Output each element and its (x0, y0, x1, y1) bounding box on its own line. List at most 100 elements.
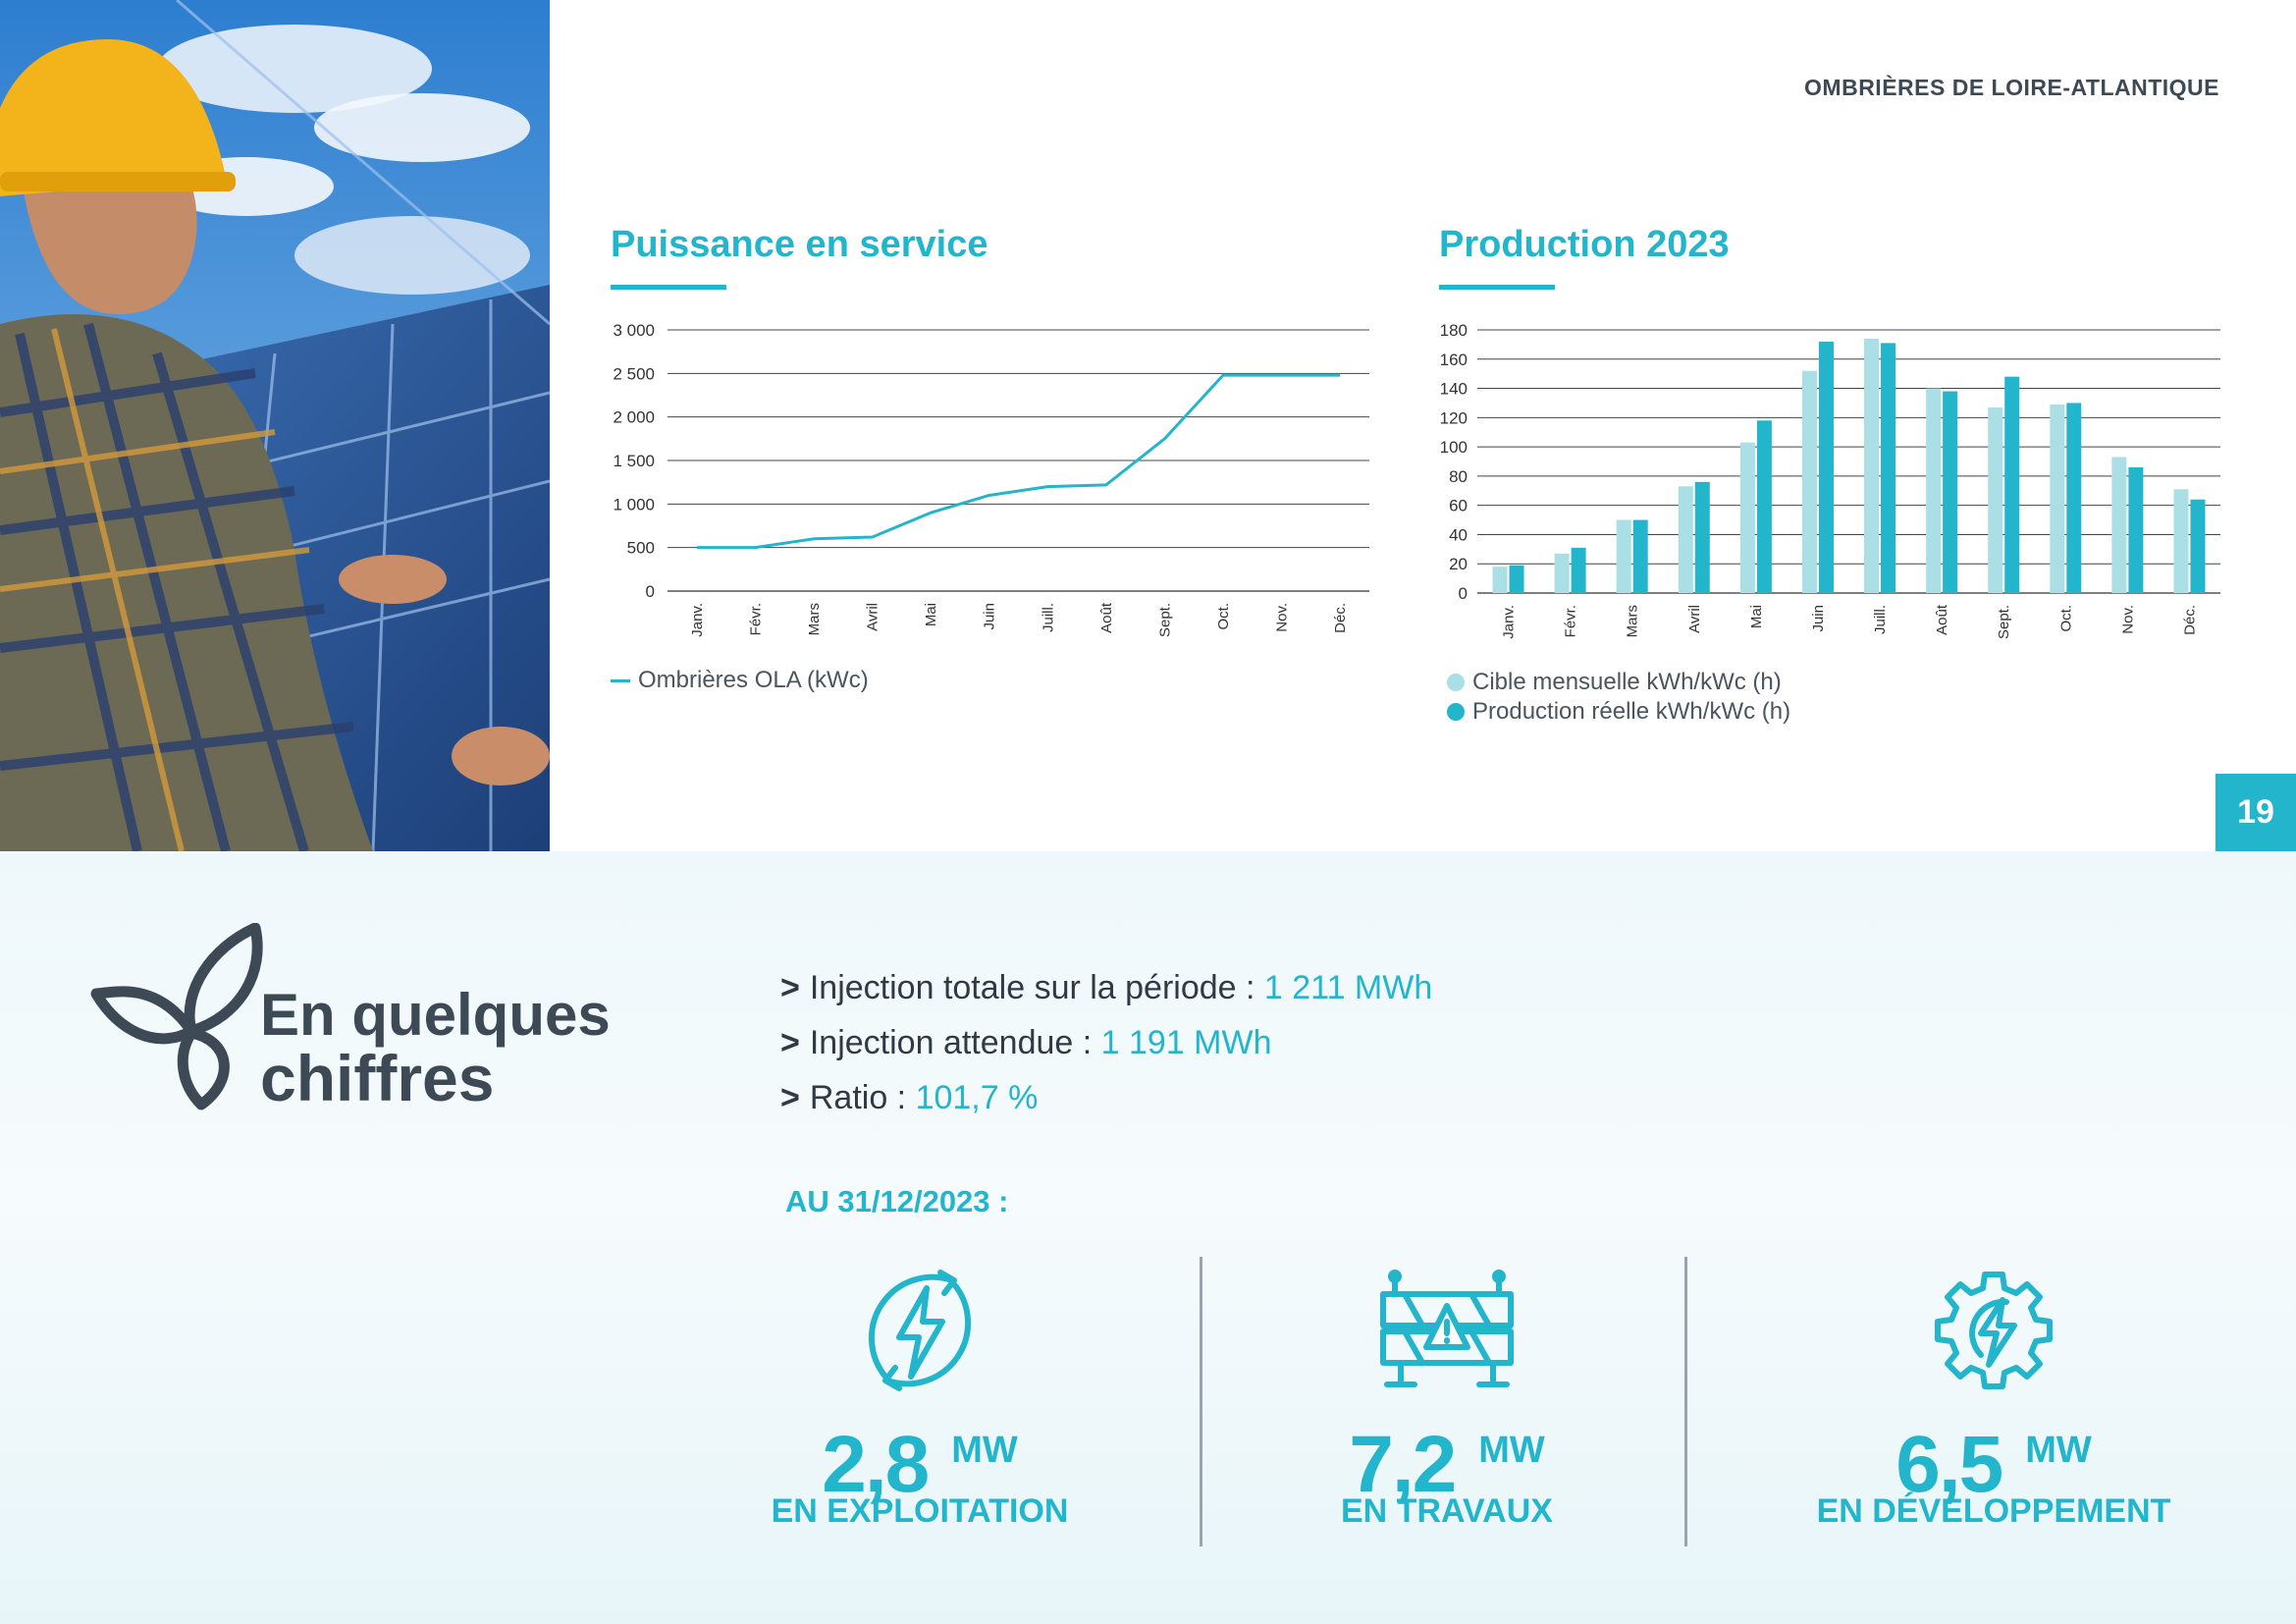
y-tick-label: 120 (1440, 408, 1468, 427)
bar (2004, 376, 2020, 593)
bullet-marker: > (780, 1079, 800, 1116)
bar (1739, 442, 1755, 593)
x-tick-label: Janv. (689, 603, 706, 637)
section-title: En quelques chiffres (260, 982, 611, 1114)
line-chart-title-rule (611, 285, 726, 290)
section-title-line1: En quelques (260, 982, 611, 1048)
bar (1864, 338, 1880, 593)
y-tick-label: 180 (1440, 321, 1468, 340)
leaf-logo-icon (90, 923, 263, 1110)
x-tick-label: Août (1934, 604, 1950, 635)
stat-unit: MW (951, 1430, 1018, 1471)
y-tick-label: 3 000 (613, 321, 655, 340)
bar (1571, 547, 1586, 593)
stat-value: 7,2 MW (1221, 1408, 1673, 1507)
bar (1492, 567, 1508, 593)
divider (1684, 1257, 1687, 1546)
x-tick-label: Mai (1748, 605, 1765, 628)
y-tick-label: 0 (646, 582, 655, 601)
line-chart-title: Puissance en service (611, 224, 988, 265)
bar (2066, 403, 2082, 593)
bar-chart-title: Production 2023 (1439, 224, 1730, 265)
x-tick-label: Juin (982, 603, 998, 630)
x-tick-label: Sept. (1156, 603, 1173, 637)
x-tick-label: Nov. (1274, 603, 1291, 632)
x-tick-label: Févr. (1563, 605, 1579, 637)
divider (1200, 1257, 1202, 1546)
key-figures-section (0, 851, 2296, 1624)
stat-value: 2,8 MW (694, 1408, 1146, 1507)
stat-unit: MW (1478, 1430, 1545, 1471)
kpi-value: 1 191 MWh (1100, 1024, 1272, 1061)
stat-in-operation: 2,8 MW EN EXPLOITATION (694, 1267, 1146, 1531)
bar (1818, 341, 1834, 593)
y-tick-label: 20 (1449, 555, 1468, 573)
bar (1694, 481, 1710, 593)
bar (2128, 466, 2144, 593)
stat-number: 2,8 (822, 1420, 930, 1509)
bar-chart-title-rule (1439, 285, 1555, 290)
legend-label: Production réelle kWh/kWc (h) (1472, 698, 1791, 725)
stat-label: EN DÉVELOPPEMENT (1816, 1492, 2171, 1530)
x-tick-label: Nov. (2119, 605, 2136, 634)
legend-item: Ombrières OLA (kWc) (611, 666, 869, 695)
stat-in-development: 6,5 MW EN DÉVELOPPEMENT (1768, 1267, 2219, 1531)
document-header-title: OMBRIÈRES DE LOIRE-ATLANTIQUE (1804, 75, 2219, 100)
legend-dot-swatch (1447, 703, 1465, 721)
stat-number: 7,2 (1349, 1420, 1457, 1509)
legend-label: Ombrières OLA (kWc) (638, 667, 869, 693)
x-tick-label: Oct. (2057, 605, 2074, 632)
x-tick-label: Avril (1686, 605, 1703, 633)
y-tick-label: 500 (627, 539, 655, 558)
legend-label: Cible mensuelle kWh/kWc (h) (1472, 669, 1782, 695)
y-tick-label: 2 500 (613, 364, 655, 383)
kpi-label: Injection attendue : (809, 1024, 1093, 1061)
kpi-row-ratio: > Ratio : 101,7 % (780, 1070, 1432, 1125)
stat-value: 6,5 MW (1768, 1408, 2219, 1507)
gear-lightning-icon (1935, 1272, 2053, 1389)
x-tick-label: Mai (923, 603, 939, 626)
x-tick-label: Juill. (1872, 605, 1889, 634)
kpi-value: 101,7 % (915, 1079, 1039, 1116)
worker-solar-photo (0, 0, 550, 851)
bullet-marker: > (780, 1024, 800, 1061)
y-tick-label: 140 (1440, 380, 1468, 399)
legend-dot-swatch (1447, 674, 1465, 691)
bar (2190, 499, 2206, 593)
y-tick-label: 80 (1449, 467, 1468, 486)
bar (1801, 370, 1817, 593)
road-barrier-icon (1380, 1270, 1514, 1387)
bar (2050, 404, 2065, 593)
x-tick-label: Mars (806, 603, 823, 635)
kpi-list: > Injection totale sur la période : 1 211… (780, 960, 1432, 1125)
x-tick-label: Janv. (1501, 605, 1518, 639)
x-tick-label: Mars (1625, 605, 1641, 637)
bullet-marker: > (780, 969, 800, 1006)
bar (1756, 420, 1772, 593)
y-tick-label: 0 (1459, 584, 1468, 603)
bar (1554, 553, 1570, 593)
x-tick-label: Août (1098, 602, 1115, 633)
legend-item: Cible mensuelle kWh/kWc (h) (1447, 668, 1790, 697)
y-tick-label: 2 000 (613, 408, 655, 427)
legend-line-swatch (611, 678, 630, 682)
stat-label: EN TRAVAUX (1341, 1492, 1553, 1530)
x-tick-label: Avril (865, 603, 881, 631)
bar (1988, 406, 2003, 593)
x-tick-label: Sept. (1996, 605, 2012, 639)
line-chart: 0 500 1 000 1 500 2 000 2 500 3 000 Janv. Févr. M… (613, 321, 1369, 637)
bar (1943, 391, 1958, 593)
stat-unit: MW (2025, 1430, 2092, 1471)
legend-item: Production réelle kWh/kWc (h) (1447, 697, 1790, 727)
y-tick-label: 160 (1440, 351, 1468, 369)
stat-in-construction: 7,2 MW EN TRAVAUX (1221, 1267, 1673, 1531)
kpi-label: Ratio : (809, 1079, 907, 1116)
section-title-line2: chiffres (260, 1042, 495, 1114)
bar (2111, 457, 2127, 593)
stat-label: EN EXPLOITATION (771, 1492, 1069, 1530)
x-tick-label: Févr. (747, 603, 764, 635)
y-tick-label: 1 000 (613, 495, 655, 514)
x-tick-label: Oct. (1215, 603, 1232, 630)
bar (1678, 486, 1693, 593)
page-number: 19 (2216, 774, 2296, 851)
